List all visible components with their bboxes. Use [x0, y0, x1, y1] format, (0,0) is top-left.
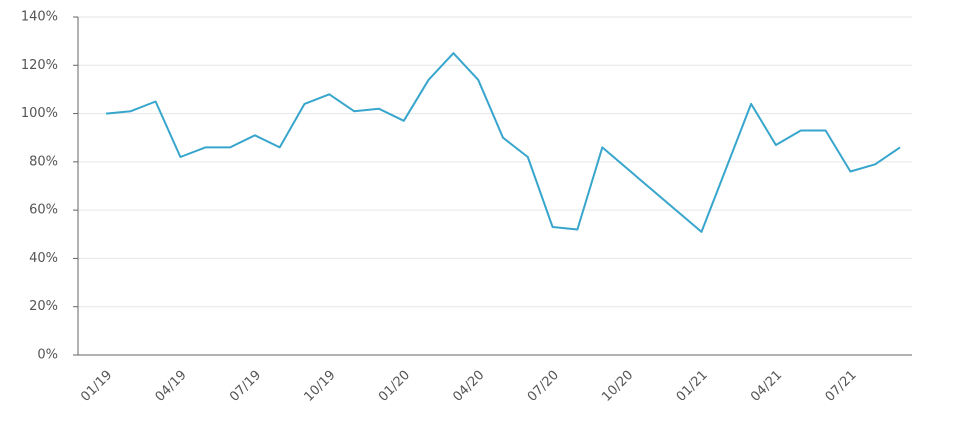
- series-line: [105, 52, 901, 233]
- x-tick-label: 07/21: [823, 368, 860, 405]
- y-tick-label: 40%: [29, 251, 58, 266]
- y-tick-label: 0%: [37, 348, 58, 363]
- x-tick-label: 04/20: [450, 368, 487, 405]
- x-tick-label: 01/20: [376, 368, 413, 405]
- x-tick-label: 01/19: [78, 368, 115, 405]
- y-tick-label: 80%: [29, 154, 58, 169]
- x-tick-label: 01/21: [674, 368, 711, 405]
- y-tick-label: 100%: [21, 106, 58, 121]
- y-tick-label: 20%: [29, 299, 58, 314]
- x-tick-label: 04/21: [748, 368, 785, 405]
- x-tick-label: 07/19: [227, 368, 264, 405]
- x-tick-label: 04/19: [153, 368, 190, 405]
- x-tick-label: 10/20: [599, 368, 636, 405]
- y-tick-label: 60%: [29, 203, 58, 218]
- y-tick-label: 140%: [21, 10, 58, 25]
- x-tick-label: 07/20: [525, 368, 562, 405]
- y-tick-label: 120%: [21, 58, 58, 73]
- x-tick-label: 10/19: [302, 368, 339, 405]
